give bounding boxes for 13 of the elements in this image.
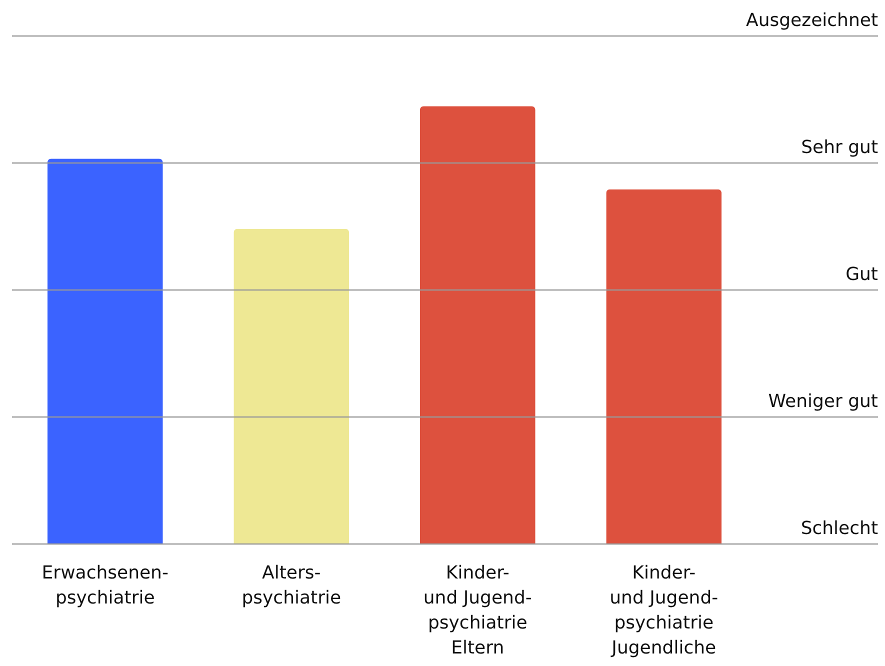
bar: [420, 106, 536, 544]
x-tick-label: Erwachsenen- psychiatrie: [42, 562, 168, 608]
x-tick-label: Alters- psychiatrie: [242, 562, 342, 608]
x-tick-label: Kinder- und Jugend- psychiatrie Jugendliche: [610, 562, 718, 658]
ref-line-label: Sehr gut: [801, 137, 878, 158]
ref-line-label: Ausgezeichnet: [746, 10, 878, 31]
bar: [234, 228, 350, 544]
bar: [47, 158, 163, 544]
ref-line-label: Weniger gut: [768, 391, 878, 412]
ref-line-label: Gut: [846, 264, 878, 285]
ref-line-label: Schlecht: [800, 518, 878, 539]
bar: [606, 189, 722, 544]
x-tick-label: Kinder- und Jugend- psychiatrie Eltern: [423, 562, 532, 658]
